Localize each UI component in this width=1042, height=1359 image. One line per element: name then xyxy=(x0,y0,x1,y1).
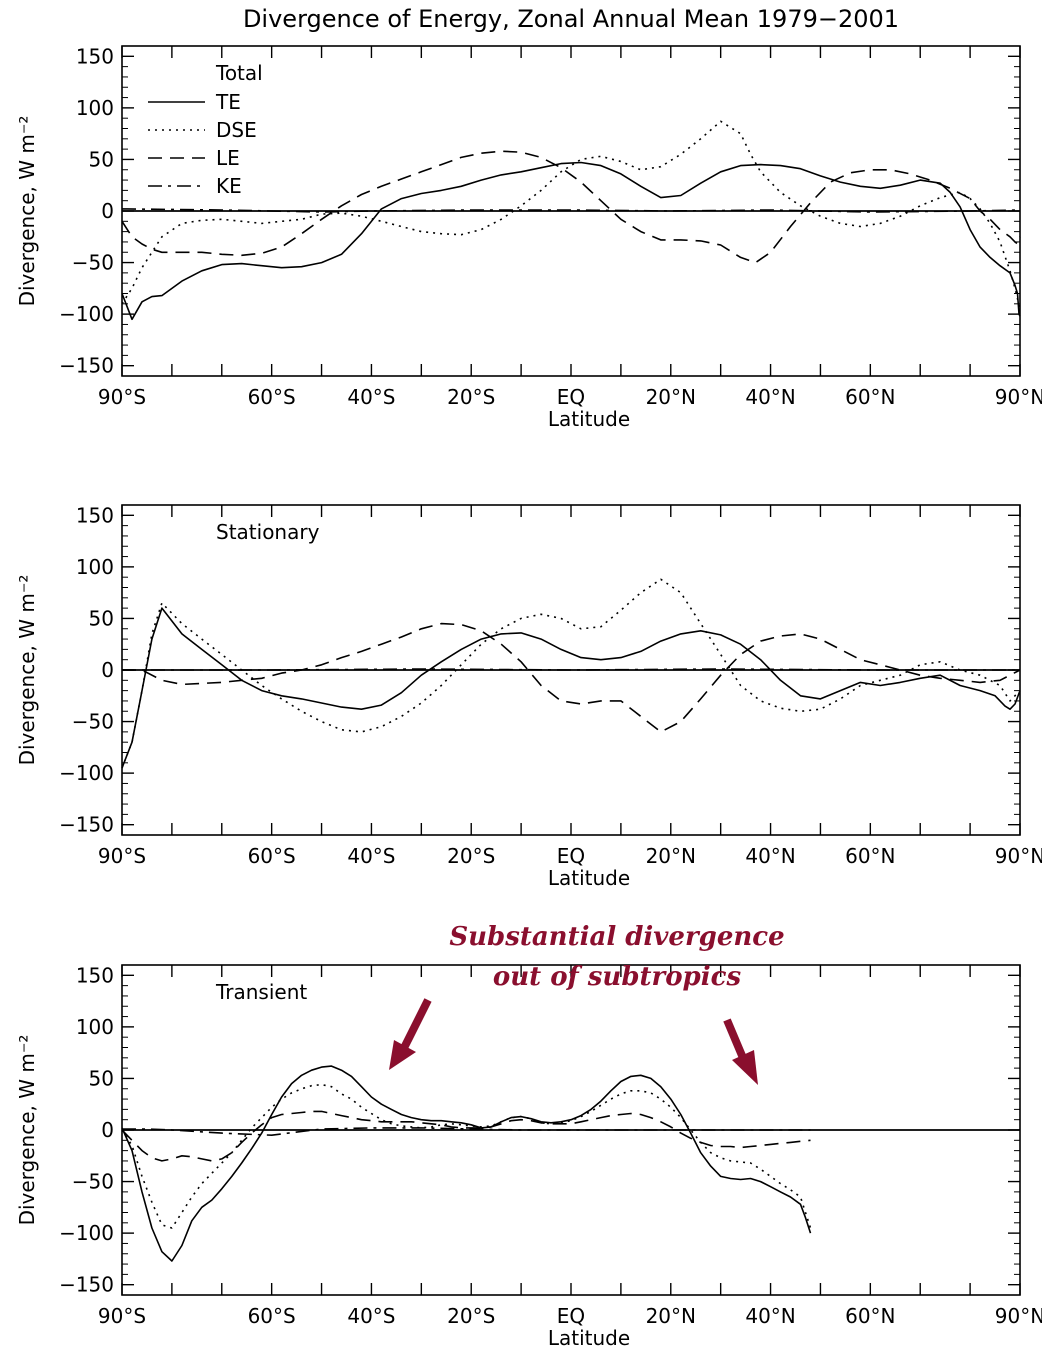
y-tick-label: −150 xyxy=(59,813,114,837)
x-tick-label: 60°S xyxy=(248,1304,296,1328)
series-line-ke xyxy=(122,668,1020,671)
y-tick-label: 100 xyxy=(76,96,114,120)
x-tick-label: 20°S xyxy=(447,385,495,409)
y-tick-label: 0 xyxy=(101,658,114,682)
y-tick-label: −50 xyxy=(72,251,114,275)
x-tick-label: 90°N xyxy=(995,844,1042,868)
arrow-right-icon xyxy=(723,1018,758,1085)
x-tick-label: 20°N xyxy=(646,385,696,409)
y-tick-label: 150 xyxy=(76,44,114,68)
y-tick-label: −50 xyxy=(72,1170,114,1194)
x-tick-label: 90°S xyxy=(98,1304,146,1328)
y-tick-label: −100 xyxy=(59,761,114,785)
annotation-line1: Substantial divergence xyxy=(449,922,784,952)
series-line-le xyxy=(121,150,1021,264)
panel-label: Transient xyxy=(215,980,307,1004)
series-line-te xyxy=(121,1065,812,1262)
y-tick-label: 100 xyxy=(76,555,114,579)
y-tick-label: −150 xyxy=(59,1273,114,1297)
x-tick-label: 60°S xyxy=(248,385,296,409)
x-tick-label: 90°S xyxy=(98,385,146,409)
y-tick-label: 150 xyxy=(76,963,114,987)
x-tick-label: 40°N xyxy=(745,385,795,409)
panel-label: Total xyxy=(215,61,263,85)
x-tick-label: 40°S xyxy=(347,385,395,409)
x-tick-label: 60°N xyxy=(845,385,895,409)
arrow-left-icon xyxy=(389,998,432,1070)
chart-panel-total: −150 −100 −50 0 50 100 150 90°S 60°S 40°S 20°S EQ 20… xyxy=(15,44,1042,431)
x-tick-label: 20°N xyxy=(646,1304,696,1328)
y-tick-label: −50 xyxy=(72,710,114,734)
x-axis-title: Latitude xyxy=(548,866,630,890)
y-tick-label: −100 xyxy=(59,1221,114,1245)
series-line-le xyxy=(122,622,1021,733)
x-tick-label: EQ xyxy=(557,1304,585,1328)
y-axis-title: Divergence, W m⁻² xyxy=(15,1035,39,1226)
legend-label: TE xyxy=(215,90,241,114)
panel-label: Stationary xyxy=(216,520,320,544)
series-line-le xyxy=(121,1110,811,1162)
x-tick-label: 40°N xyxy=(745,1304,795,1328)
x-tick-label: 90°N xyxy=(995,1304,1042,1328)
x-tick-label: 40°S xyxy=(347,844,395,868)
y-tick-label: 0 xyxy=(101,199,114,223)
series-line-te xyxy=(121,607,1021,769)
series-line-ke xyxy=(122,1127,811,1136)
x-tick-label: 20°S xyxy=(447,844,495,868)
annotation-line2: out of subtropics xyxy=(493,962,742,992)
x-tick-label: 20°N xyxy=(646,844,696,868)
series-line-dse xyxy=(121,120,1021,310)
x-tick-label: 20°S xyxy=(447,1304,495,1328)
y-axis-title: Divergence, W m⁻² xyxy=(15,116,39,307)
y-tick-label: 50 xyxy=(89,147,114,171)
x-tick-label: 60°N xyxy=(845,1304,895,1328)
y-tick-label: −100 xyxy=(59,302,114,326)
x-tick-label: 40°N xyxy=(745,844,795,868)
x-tick-label: 40°S xyxy=(347,1304,395,1328)
chart-panel-stationary: −150 −100 −50 0 50 100 150 90°S 60°S 40°S 20°S EQ 20… xyxy=(15,503,1042,890)
y-tick-label: 50 xyxy=(89,606,114,630)
chart-panel-transient: −150 −100 −50 0 50 100 150 90°S 60°S 40°S 20°S EQ 20… xyxy=(15,963,1042,1350)
x-tick-label: EQ xyxy=(557,385,585,409)
x-tick-label: 90°S xyxy=(98,844,146,868)
y-tick-label: 0 xyxy=(101,1118,114,1142)
annotation: Substantial divergence out of subtropics xyxy=(389,922,785,1085)
x-tick-label: EQ xyxy=(557,844,585,868)
x-tick-label: 60°S xyxy=(248,844,296,868)
y-tick-label: −150 xyxy=(59,354,114,378)
series-line-ke xyxy=(121,208,1021,213)
y-tick-label: 100 xyxy=(76,1015,114,1039)
series-line-te xyxy=(121,161,1021,321)
y-tick-label: 50 xyxy=(89,1066,114,1090)
y-tick-label: 150 xyxy=(76,503,114,527)
series-line-dse xyxy=(121,578,1021,769)
legend-label: LE xyxy=(216,146,240,170)
page-title: Divergence of Energy, Zonal Annual Mean … xyxy=(243,5,899,33)
x-axis-title: Latitude xyxy=(548,407,630,431)
y-axis-title: Divergence, W m⁻² xyxy=(15,575,39,766)
x-tick-label: 60°N xyxy=(845,844,895,868)
legend-label: DSE xyxy=(216,118,257,142)
legend-label: KE xyxy=(216,174,242,198)
x-axis-title: Latitude xyxy=(548,1326,630,1350)
x-tick-label: 90°N xyxy=(995,385,1042,409)
